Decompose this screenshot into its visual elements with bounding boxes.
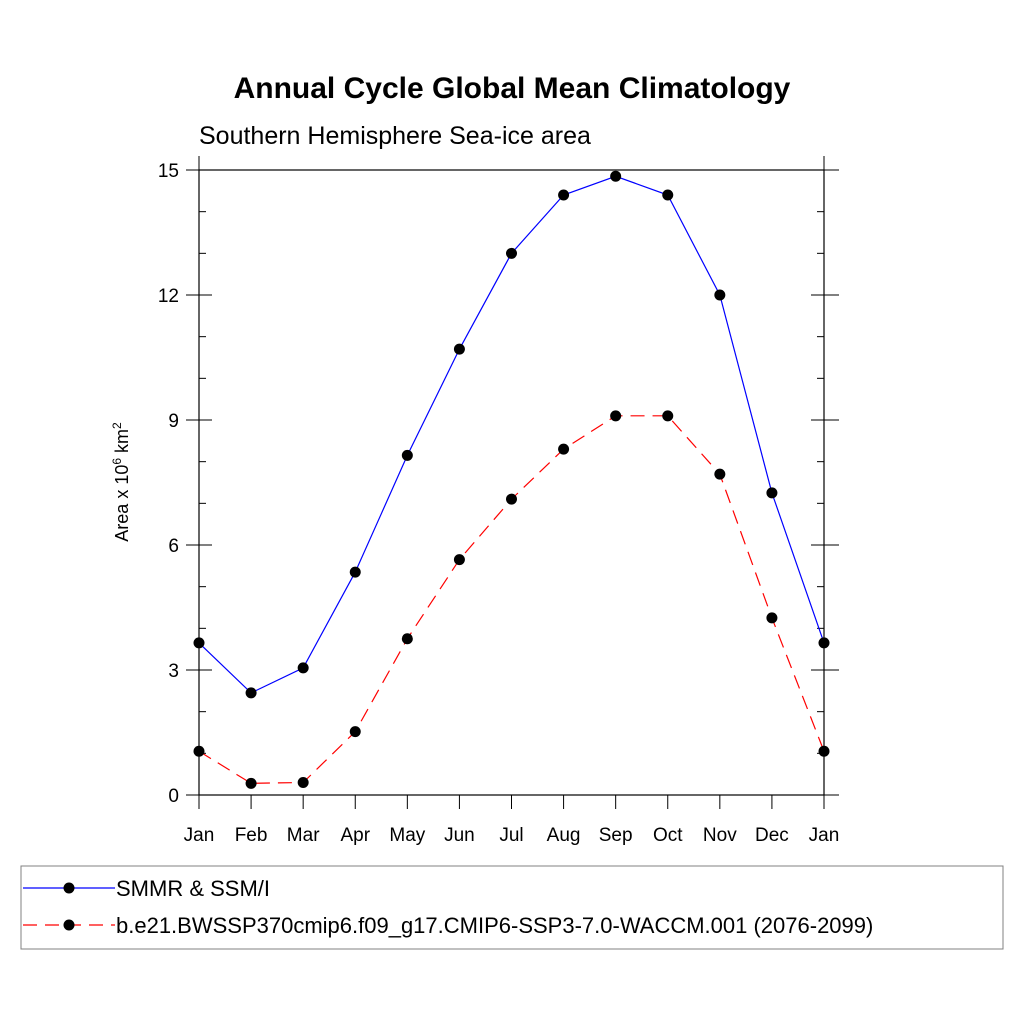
y-tick-label: 15	[158, 161, 179, 182]
data-point	[714, 468, 726, 480]
legend-item: SMMR & SSM/I	[23, 876, 270, 901]
legend-marker	[63, 919, 75, 931]
x-tick-label: May	[389, 825, 425, 846]
data-point	[193, 637, 205, 649]
legend-label: SMMR & SSM/I	[116, 876, 270, 901]
data-point	[818, 745, 830, 757]
data-point	[193, 745, 205, 757]
data-point	[818, 637, 830, 649]
legend-marker	[63, 882, 75, 894]
x-tick-label: Jan	[184, 825, 215, 846]
legend: SMMR & SSM/I b.e21.BWSSP370cmip6.f09_g17.…	[20, 865, 1004, 950]
data-point	[245, 777, 257, 789]
data-point	[349, 566, 361, 578]
x-tick-label: Feb	[235, 825, 268, 846]
data-point	[506, 493, 517, 505]
legend-item: b.e21.BWSSP370cmip6.f09_g17.CMIP6-SSP3-7…	[23, 913, 873, 938]
legend-box	[20, 865, 1004, 950]
y-tick-label: 6	[168, 536, 179, 557]
data-point	[766, 487, 778, 499]
plot-frame	[198, 169, 825, 796]
data-point	[245, 687, 257, 699]
data-point	[401, 449, 413, 461]
series-1	[193, 410, 830, 789]
x-tick-label: Dec	[755, 825, 789, 846]
y-tick-label: 3	[168, 661, 179, 682]
data-point	[349, 726, 361, 738]
chart-subtitle: Southern Hemisphere Sea-ice area	[199, 122, 591, 150]
x-tick-label: Jan	[809, 825, 840, 846]
x-tick-label: Nov	[703, 825, 737, 846]
x-tick-label: Aug	[547, 825, 581, 846]
data-point	[297, 777, 309, 788]
y-axis: 0 3 6 9 12 15	[158, 156, 839, 807]
data-point	[662, 189, 674, 201]
series-0	[193, 170, 830, 699]
data-point	[610, 410, 622, 422]
data-point	[401, 633, 413, 645]
data-point	[453, 554, 465, 566]
x-tick-label: Jul	[499, 825, 523, 846]
x-tick-label: Jun	[444, 825, 475, 846]
series-line	[198, 415, 825, 784]
legend-label: b.e21.BWSSP370cmip6.f09_g17.CMIP6-SSP3-7…	[116, 913, 873, 938]
x-axis: Jan Feb Mar Apr May Jun Jul Aug Sep Oct Nov Dec Jan	[184, 795, 840, 846]
x-tick-label: Mar	[287, 825, 320, 846]
x-tick-label: Apr	[340, 825, 370, 846]
data-point	[558, 189, 570, 201]
data-point	[662, 410, 674, 422]
data-point	[714, 289, 726, 301]
data-point	[766, 612, 778, 624]
chart-title: Annual Cycle Global Mean Climatology	[234, 72, 791, 105]
data-point	[297, 662, 309, 674]
data-point	[453, 343, 465, 355]
y-tick-label: 12	[158, 286, 179, 307]
x-tick-label: Sep	[599, 825, 633, 846]
data-point	[610, 170, 622, 182]
y-tick-label: 0	[168, 786, 179, 807]
x-tick-label: Oct	[653, 825, 683, 846]
y-tick-label: 9	[168, 411, 179, 432]
data-point	[506, 247, 517, 259]
series-layer	[193, 170, 830, 789]
y-axis-label: Area x 106 km2	[110, 422, 132, 542]
data-point	[558, 443, 570, 455]
